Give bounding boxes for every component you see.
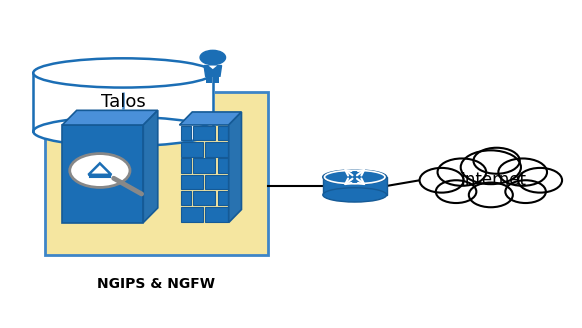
Bar [323, 177, 386, 195]
Bar [33, 73, 213, 132]
Circle shape [438, 158, 486, 186]
Bar [180, 191, 191, 205]
Circle shape [420, 168, 464, 193]
Text: Internet: Internet [461, 171, 527, 189]
Circle shape [461, 150, 521, 184]
Polygon shape [229, 112, 242, 222]
Bar [218, 126, 228, 140]
Bar [206, 76, 212, 83]
Text: Talos: Talos [101, 93, 146, 111]
Circle shape [518, 168, 562, 193]
Circle shape [473, 148, 520, 174]
Bar [218, 158, 228, 173]
Bar [205, 175, 228, 189]
Bar [193, 158, 215, 173]
Bar [218, 191, 228, 205]
Ellipse shape [323, 188, 386, 202]
Bar [62, 125, 143, 222]
Circle shape [498, 158, 547, 186]
Bar [193, 191, 215, 205]
Polygon shape [204, 66, 222, 76]
Ellipse shape [323, 170, 386, 184]
Circle shape [469, 183, 513, 207]
Polygon shape [208, 66, 217, 69]
Circle shape [505, 180, 546, 203]
Polygon shape [179, 112, 242, 125]
Circle shape [70, 154, 130, 187]
Bar [205, 142, 228, 156]
Ellipse shape [33, 58, 213, 88]
Bar [205, 207, 228, 222]
Bar [180, 126, 191, 140]
Bar [180, 142, 203, 156]
Bar [180, 175, 203, 189]
Circle shape [200, 50, 226, 65]
Text: NGIPS & NGFW: NGIPS & NGFW [97, 277, 215, 291]
Polygon shape [62, 110, 158, 125]
Bar [193, 126, 215, 140]
Polygon shape [143, 110, 158, 222]
Bar [214, 76, 219, 83]
Circle shape [436, 180, 476, 203]
Bar [180, 158, 191, 173]
Bar [180, 207, 203, 222]
Ellipse shape [33, 117, 213, 146]
Bar [45, 92, 268, 255]
